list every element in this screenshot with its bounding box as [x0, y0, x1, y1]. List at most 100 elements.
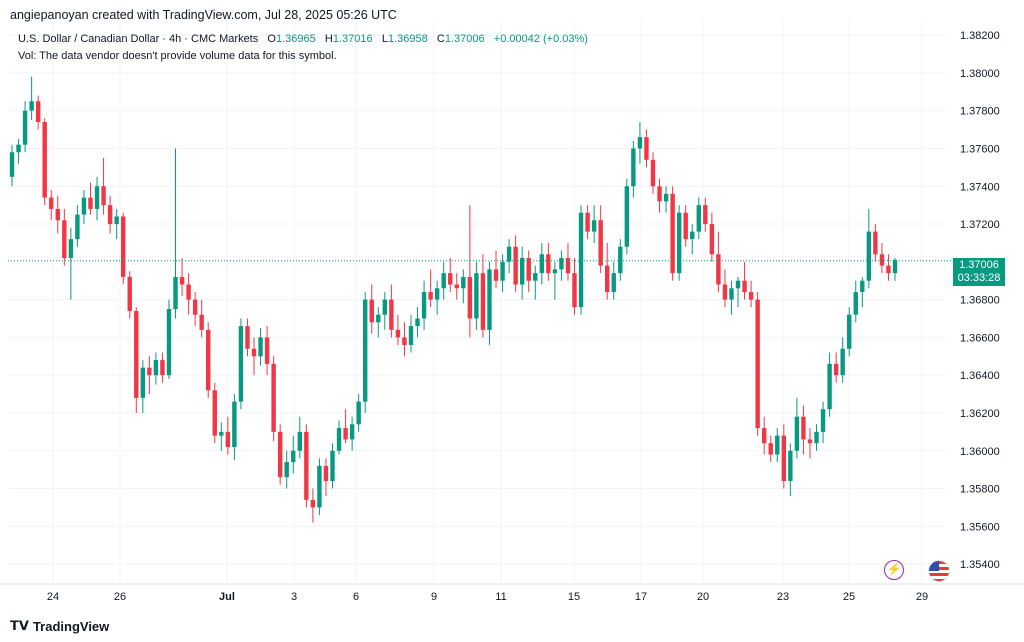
candle-body: [277, 431, 283, 478]
candle-body: [696, 205, 701, 232]
candle-body: [631, 148, 636, 187]
candle-body: [421, 292, 427, 319]
time-tick-label: 9: [431, 591, 437, 603]
change-value: +0.00042 (+0.03%): [493, 33, 588, 45]
candle-body: [709, 224, 715, 255]
candle-body: [88, 197, 93, 209]
price-tick-label: 1.36800: [960, 295, 1000, 307]
candle-body: [147, 367, 152, 376]
candle-body: [356, 401, 361, 425]
candle-body: [192, 299, 198, 315]
tv-logo-icon: 𝗧𝗩: [10, 618, 29, 633]
candle-body: [670, 193, 675, 274]
candle-body: [807, 439, 813, 444]
candle-body: [546, 254, 551, 274]
candle-body: [62, 220, 67, 259]
chart-credit: angiepanoyan created with TradingView.co…: [10, 8, 397, 22]
candle-body: [284, 462, 289, 478]
candle-body: [748, 292, 754, 300]
candle-body: [585, 212, 590, 232]
candle-body: [291, 450, 296, 463]
close-value: 1.37006: [444, 33, 485, 45]
high-value: 1.37016: [332, 33, 373, 45]
us-flag-icon[interactable]: [928, 560, 950, 582]
close-label: C: [436, 33, 445, 45]
candle-body: [317, 465, 322, 508]
open-label: O: [267, 33, 276, 45]
grid-lines: [0, 20, 1024, 585]
candle-body: [304, 431, 309, 500]
price-tick-label: 1.37600: [960, 143, 1000, 155]
time-tick-label: 3: [291, 591, 297, 603]
candle-body: [598, 220, 603, 266]
candle-body: [81, 197, 87, 215]
candle-body: [866, 231, 872, 281]
candle-body: [49, 197, 54, 209]
candle-body: [376, 314, 381, 323]
candle-body: [199, 314, 204, 330]
price-tick-label: 1.37800: [960, 106, 1000, 118]
candle-body: [657, 186, 662, 202]
candle-body: [448, 273, 453, 285]
candle-body: [382, 299, 388, 315]
candle-body: [735, 280, 741, 289]
time-tick-label: 11: [495, 591, 506, 603]
candle-body: [127, 276, 132, 311]
candle-body: [120, 216, 126, 277]
candle-body: [572, 273, 577, 308]
candle-body: [552, 269, 558, 274]
time-tick-label: 26: [114, 591, 126, 603]
candle-body: [434, 288, 440, 300]
time-tick-label: 6: [353, 591, 359, 603]
candle-body: [336, 428, 342, 451]
symbol-title: U.S. Dollar / Canadian Dollar · 4h · CMC…: [18, 33, 259, 45]
candle-body: [860, 280, 865, 293]
candle-body: [578, 212, 584, 308]
candle-body: [565, 258, 571, 274]
candle-body: [330, 450, 335, 481]
candles: [8, 76, 952, 523]
candle-body: [467, 276, 473, 319]
candle-body: [94, 186, 100, 209]
candle-body: [480, 273, 486, 330]
price-tick-label: 1.37200: [960, 219, 1000, 231]
candle-body: [264, 337, 270, 364]
candle-body: [173, 276, 178, 310]
candle-body: [729, 288, 734, 300]
candle-body: [605, 265, 610, 293]
candle-body: [461, 276, 466, 289]
brand-name: TradingView: [32, 618, 110, 634]
low-value: 1.36958: [387, 33, 428, 45]
candle-body: [519, 258, 525, 285]
candle-body: [506, 246, 512, 262]
open-value: 1.36965: [275, 33, 316, 45]
chart-legend: U.S. Dollar / Canadian Dollar · 4h · CMC…: [18, 33, 588, 45]
candle-body: [820, 409, 826, 432]
high-label: H: [324, 33, 333, 45]
candle-body: [140, 367, 146, 398]
volume-note: Vol: The data vendor doesn't provide vol…: [18, 50, 337, 62]
price-tick-label: 1.37400: [960, 181, 1000, 193]
candle-body: [493, 269, 499, 281]
tradingview-logo[interactable]: 𝗧𝗩 TradingView: [10, 618, 109, 634]
candle-body: [474, 273, 479, 319]
candle-body: [761, 428, 767, 444]
candle-body: [258, 337, 263, 357]
time-tick-label: 15: [568, 591, 580, 603]
candle-body: [310, 499, 316, 508]
candle-body: [683, 212, 688, 240]
candle-body: [703, 205, 708, 225]
time-tick-label: 17: [635, 591, 647, 603]
time-axis: 24 26 Jul 3 6 9 11 15 17 20 23 25 29: [47, 591, 928, 603]
candle-body: [559, 258, 564, 270]
candle-body: [107, 205, 113, 225]
candle-body: [166, 309, 172, 376]
candle-body: [271, 363, 276, 432]
candle-body: [75, 214, 80, 240]
lightning-icon[interactable]: ⚡: [884, 560, 904, 580]
candle-body: [853, 292, 858, 315]
candle-body: [827, 363, 832, 410]
candle-body: [16, 144, 21, 153]
candle-body: [225, 431, 231, 447]
